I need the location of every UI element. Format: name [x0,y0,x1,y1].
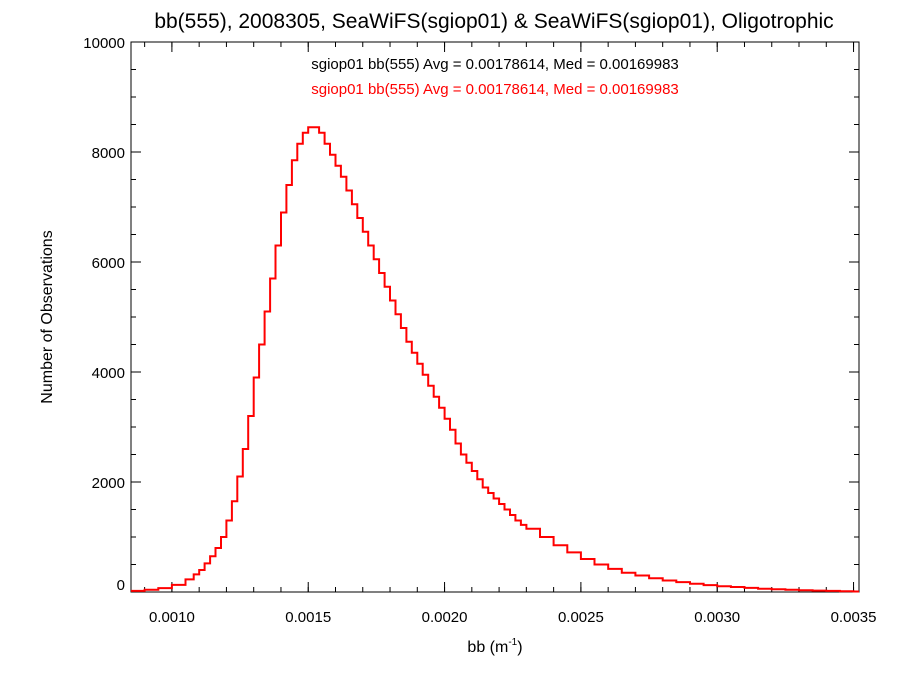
stats-annotation-red: sgiop01 bb(555) Avg = 0.00178614, Med = … [311,81,679,98]
y-axis-label: Number of Observations [39,230,56,403]
stats-annotation-black: sgiop01 bb(555) Avg = 0.00178614, Med = … [311,56,679,73]
plot-area-frame [130,41,860,593]
y-tick-label: 10000 [83,35,125,52]
x-axis-label: bb (m-1) [467,637,522,656]
x-tick-label: 0.0015 [285,609,331,626]
y-tick-label: 4000 [92,365,125,382]
x-tick-label: 0.0030 [694,609,740,626]
x-tick-label: 0.0035 [831,609,877,626]
y-tick-label: 0 [117,577,125,594]
x-tick-label: 0.0025 [558,609,604,626]
y-axis-ticks: 0 2000 4000 6000 8000 10000 [83,35,859,594]
x-axis-label-superscript: -1 [508,637,517,648]
x-tick-label: 0.0010 [149,609,195,626]
chart-title: bb(555), 2008305, SeaWiFS(sgiop01) & Sea… [154,10,833,33]
histogram-series-line [131,126,859,593]
x-axis-label-text: bb (m [467,639,508,656]
x-tick-label: 0.0020 [422,609,468,626]
x-axis-ticks: 0.0010 0.0015 0.0020 0.0025 0.0030 0.0035 [144,42,877,626]
y-tick-label: 6000 [92,255,125,272]
x-axis-label-close: ) [517,639,522,656]
y-tick-label: 2000 [92,475,125,492]
y-tick-label: 8000 [92,145,125,162]
